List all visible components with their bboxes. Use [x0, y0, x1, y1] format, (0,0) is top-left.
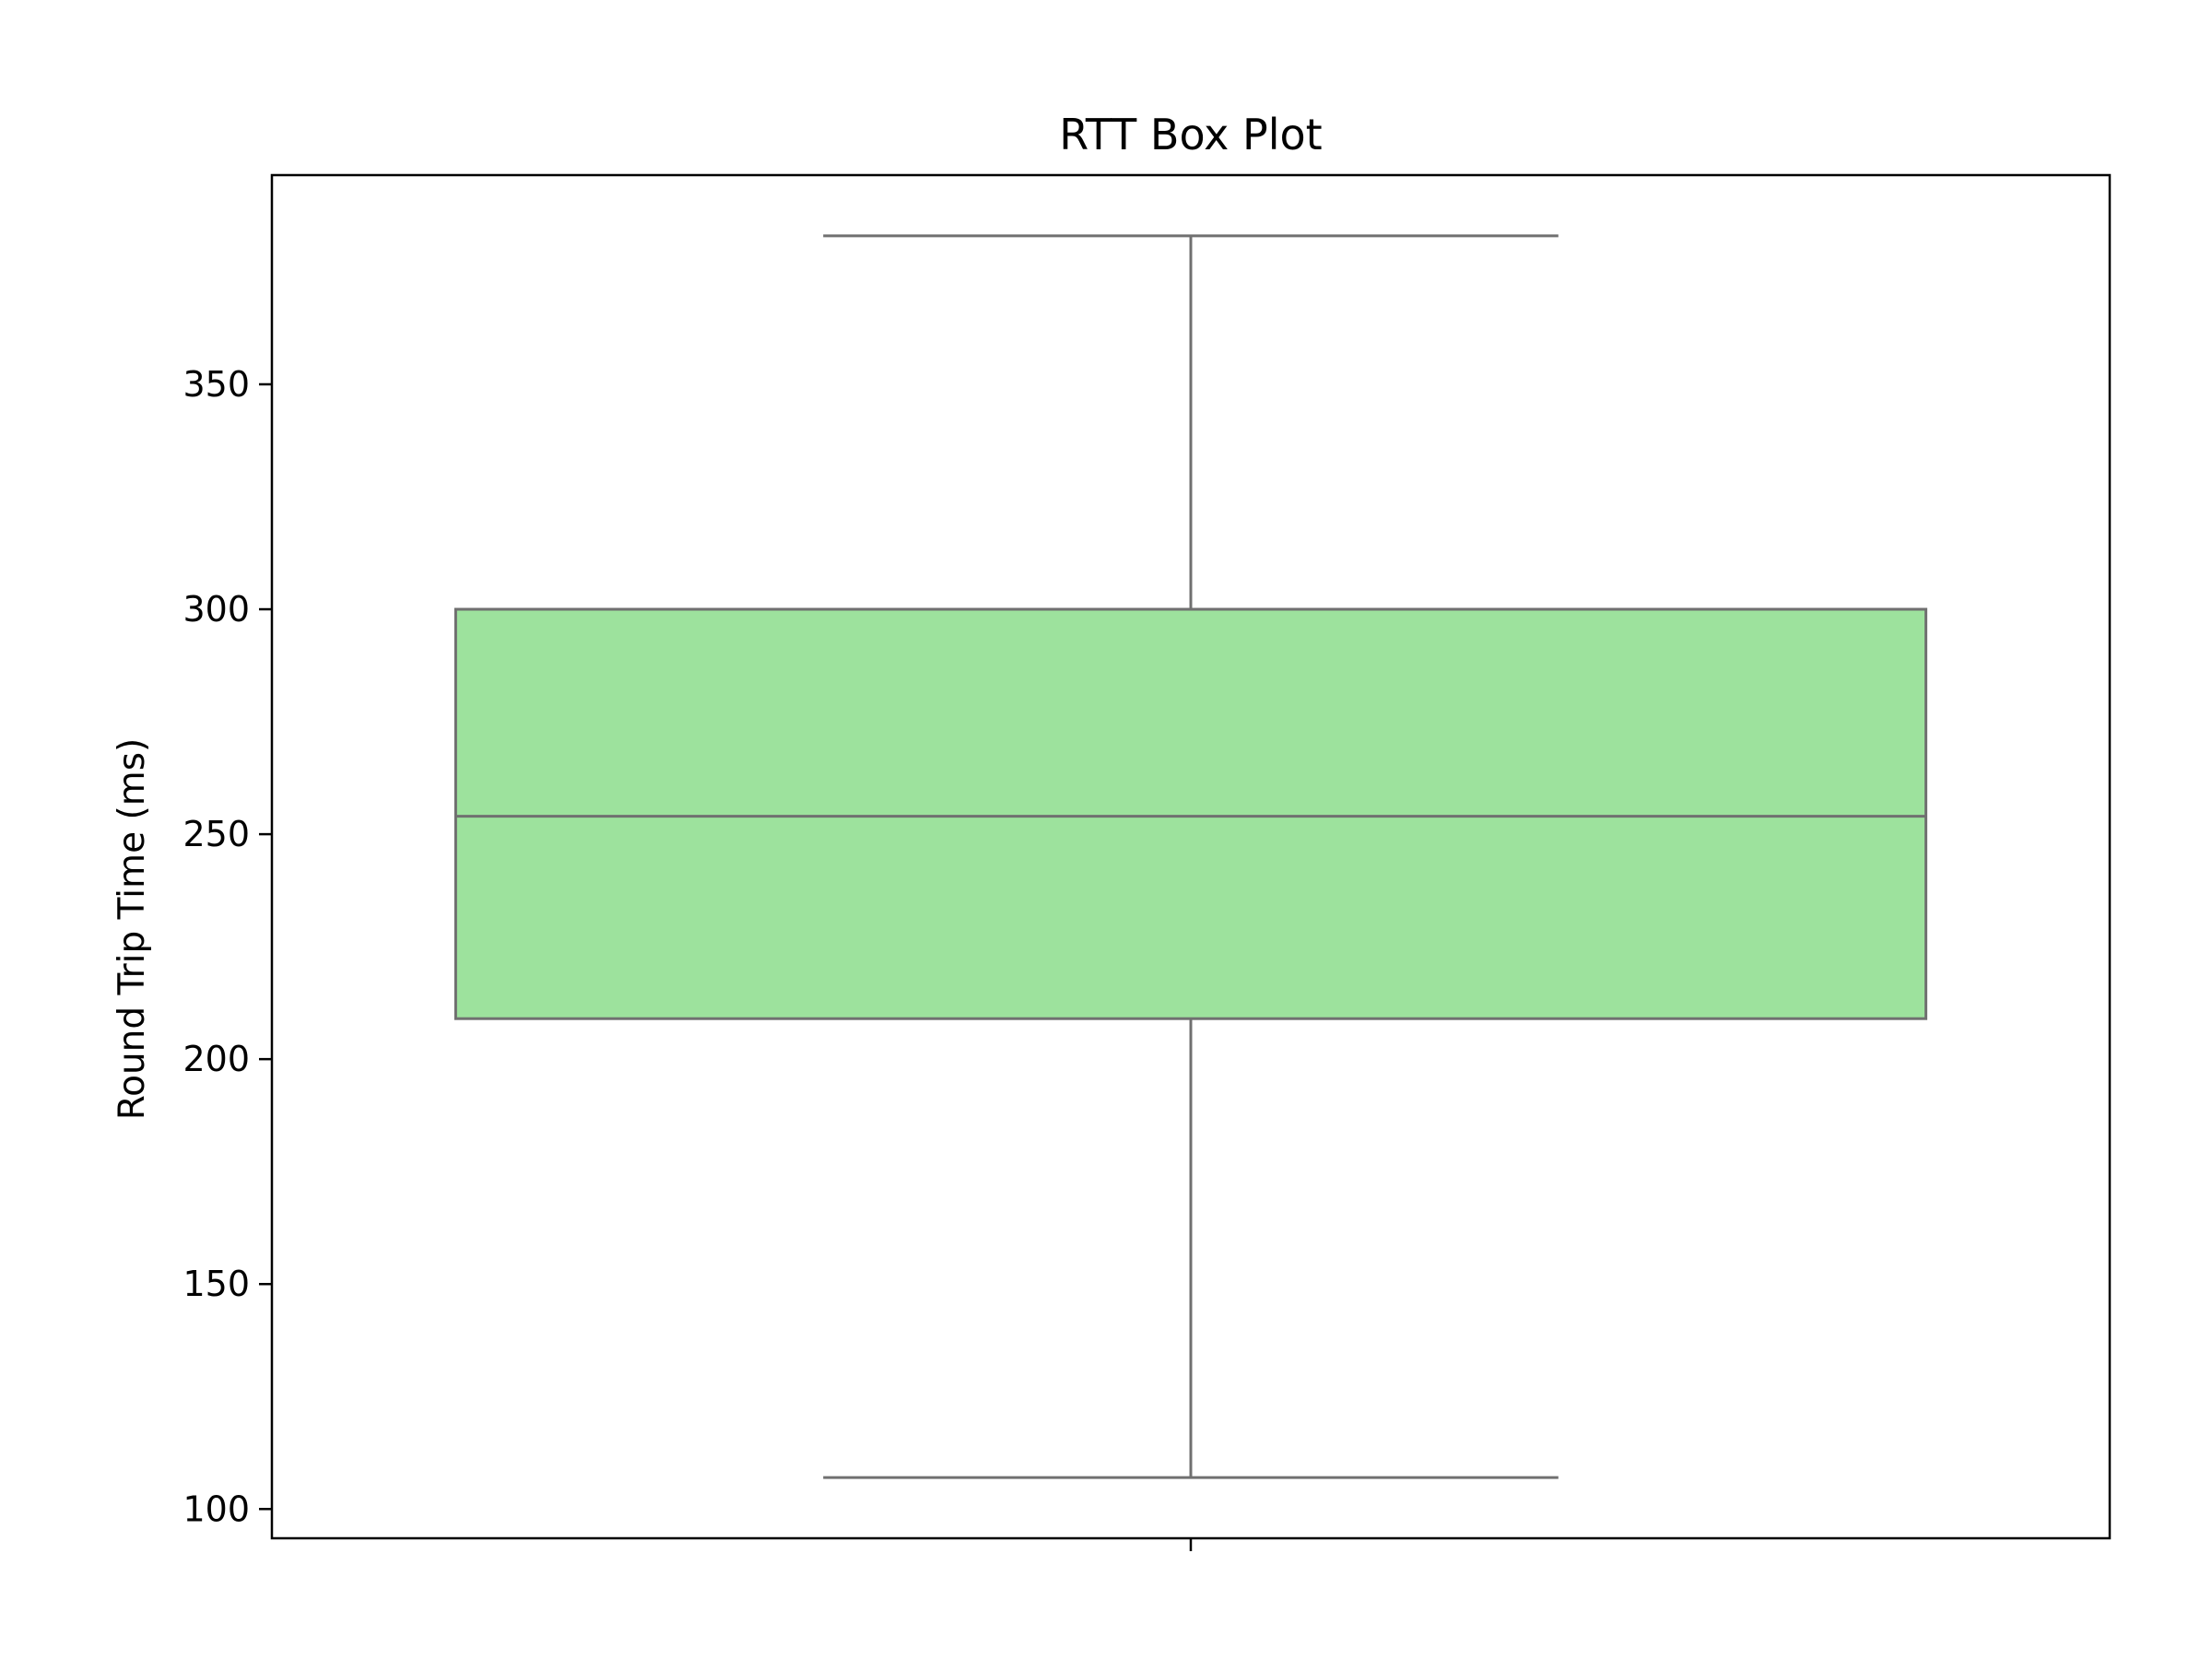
y-tick-label: 150 [182, 1264, 250, 1304]
y-tick-label: 100 [182, 1488, 250, 1529]
y-axis-label: Round Trip Time (ms) [112, 738, 153, 1121]
plot-area-frame [270, 173, 2112, 1540]
y-tick-label: 300 [182, 589, 250, 629]
chart-title: RTT Box Plot [1059, 110, 1322, 159]
y-tick-label: 250 [182, 814, 250, 854]
iqr-box [453, 607, 1928, 1020]
y-tick-label: 200 [182, 1039, 250, 1079]
y-axis-ticks: 100 150 200 250 300 350 [182, 364, 272, 1529]
y-tick-label: 350 [182, 364, 250, 405]
box-series [453, 234, 1928, 1479]
